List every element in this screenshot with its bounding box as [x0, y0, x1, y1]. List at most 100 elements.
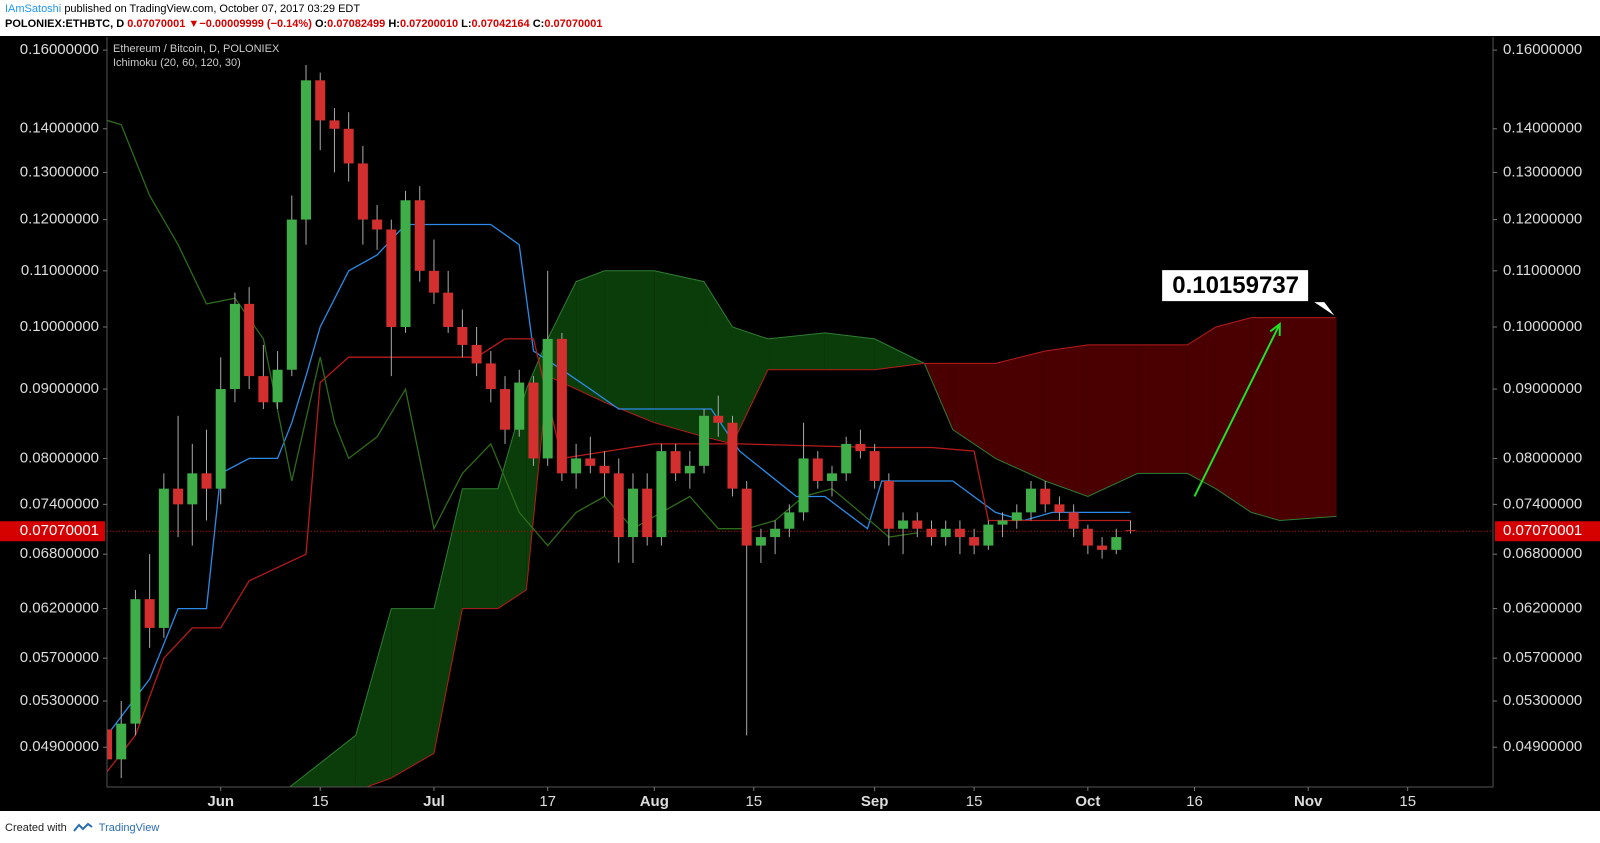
y-tick-label: 0.04900000: [20, 738, 99, 755]
published: published on TradingView.com, October 07…: [64, 3, 361, 15]
x-tick-label: 15: [966, 793, 983, 810]
candle-body: [443, 292, 454, 327]
x-tick-label: 15: [745, 793, 762, 810]
candle-body: [585, 458, 596, 466]
ohlc-name: L:: [461, 18, 472, 30]
candle-body: [784, 512, 795, 529]
last-price-tag: [0, 521, 105, 542]
quote-line: POLONIEX:ETHBTC, D 0.07070001 ▼−0.000099…: [5, 17, 602, 32]
candle-body: [954, 528, 965, 538]
chart-background: [0, 36, 1600, 811]
author-link[interactable]: IAmSatoshi: [5, 3, 62, 15]
header-line: IAmSatoshi published on TradingView.com,…: [5, 2, 602, 17]
cloud-segment: [704, 281, 733, 444]
candle-body: [215, 389, 226, 489]
candle-body: [969, 537, 980, 546]
down-arrow: ▼: [188, 18, 200, 30]
candle-body: [528, 382, 539, 459]
candle-body: [1068, 512, 1079, 529]
legend-text: Ethereum / Bitcoin, D, POLONIEX: [113, 43, 280, 55]
candle-body: [1082, 528, 1093, 546]
cloud-segment: [576, 270, 605, 403]
candle-body: [898, 520, 909, 529]
candle-body: [599, 465, 610, 474]
y-tick-label: 0.07400000: [20, 495, 99, 512]
candle-body: [713, 415, 724, 423]
candle-body: [414, 200, 425, 271]
candle-body: [107, 729, 112, 760]
cloud-segment: [497, 389, 527, 609]
callout-label: 0.10159737: [1172, 272, 1299, 299]
cloud-segment: [1045, 344, 1088, 497]
candle-body: [983, 524, 994, 546]
candle-body: [158, 488, 169, 628]
candle-body: [301, 80, 312, 220]
candle-body: [826, 473, 837, 481]
candle-body: [471, 344, 482, 364]
candle-body: [883, 480, 894, 529]
candle-body: [926, 528, 937, 538]
candle-body: [229, 303, 240, 390]
candle-body: [329, 120, 340, 129]
candle-body: [116, 723, 127, 760]
cloud-segment: [1215, 317, 1252, 513]
candle-body: [627, 488, 638, 538]
x-tick-label: 15: [312, 793, 329, 810]
candle-body: [556, 338, 567, 474]
candle-body: [642, 488, 653, 538]
y-tick-label: 0.14000000: [20, 120, 99, 137]
y-tick-label: 0.13000000: [1503, 163, 1582, 180]
x-tick-label: Nov: [1294, 793, 1323, 810]
indicator-line: [107, 223, 1131, 736]
y-tick-label: 0.05300000: [1503, 692, 1582, 709]
candle-body: [1111, 537, 1122, 550]
y-tick-label: 0.04900000: [1503, 738, 1582, 755]
y-tick-label: 0.06800000: [1503, 545, 1582, 562]
cloud-segment: [604, 270, 655, 423]
candle-body: [613, 473, 624, 538]
candle-body: [812, 458, 823, 481]
y-tick-label: 0.06800000: [20, 545, 99, 562]
last-price-tag: [1495, 521, 1600, 542]
y-tick-label: 0.08000000: [20, 449, 99, 466]
cloud-segment: [654, 270, 705, 437]
cloud-segment: [462, 488, 498, 609]
candle-body: [1011, 512, 1022, 521]
y-tick-label: 0.10000000: [20, 318, 99, 335]
y-tick-label: 0.05300000: [20, 692, 99, 709]
x-tick-label: 17: [539, 793, 556, 810]
y-tick-label: 0.14000000: [1503, 120, 1582, 137]
candle-body: [286, 219, 297, 370]
x-tick-label: Aug: [640, 793, 669, 810]
candle-body: [770, 528, 781, 538]
cloud-segment: [355, 608, 392, 787]
candle-body: [201, 473, 212, 489]
ohlc-value: 0.07082499: [327, 18, 386, 30]
candle-body: [841, 443, 852, 474]
candle-body: [656, 451, 667, 538]
span-b-line: [365, 317, 1337, 787]
chart: Ethereum / Bitcoin, D, POLONIEX Ichimoku…: [0, 36, 1600, 811]
candle-body: [187, 473, 198, 505]
candle-body: [940, 528, 951, 538]
cloud-segment: [1137, 344, 1188, 474]
cloud-segment: [1279, 317, 1337, 521]
candle-body: [1026, 488, 1036, 513]
y-tick-label: 0.08000000: [1503, 449, 1582, 466]
arrow: [1193, 323, 1281, 497]
candle-body: [1097, 545, 1108, 550]
logo: [72, 822, 93, 832]
brand: TradingView: [98, 822, 160, 834]
candle-body: [727, 422, 738, 489]
cloud-segment: [874, 338, 925, 370]
candle-body: [912, 520, 923, 529]
y-tick-label: 0.09000000: [20, 380, 99, 397]
candle-body: [500, 389, 511, 430]
ohlc-name: O:: [314, 18, 328, 30]
change-pct: (−0.14%): [266, 18, 312, 30]
candle-body: [173, 488, 184, 505]
last-price-label: 0.07070001: [1503, 522, 1582, 539]
candle-body: [997, 520, 1008, 525]
candle-body: [244, 303, 255, 377]
